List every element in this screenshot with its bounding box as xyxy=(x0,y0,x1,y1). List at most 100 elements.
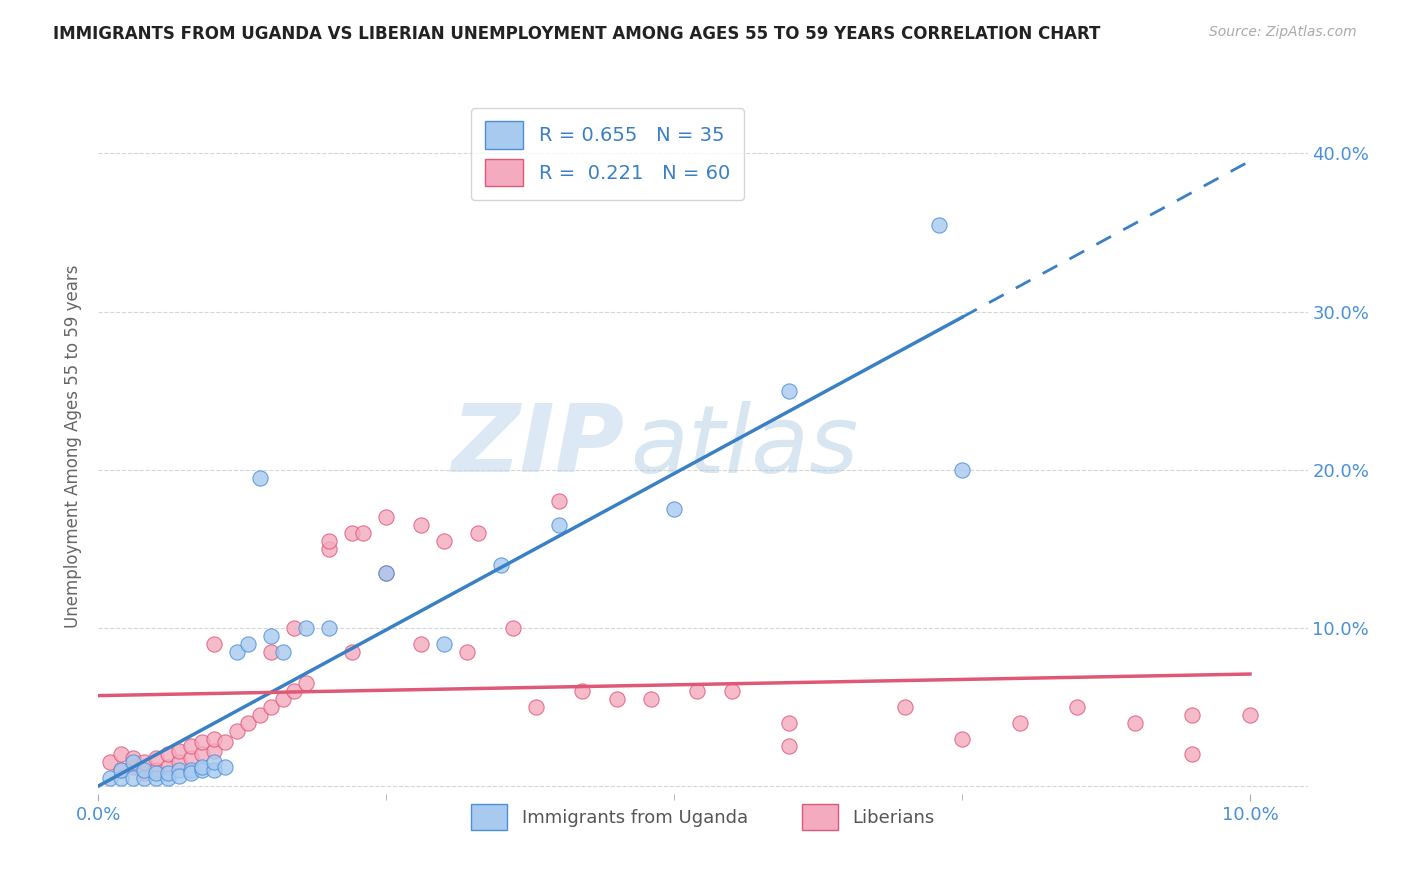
Point xyxy=(156,760,179,774)
Point xyxy=(122,771,145,785)
Point xyxy=(156,771,179,785)
Point xyxy=(456,644,478,658)
Point xyxy=(167,744,190,758)
Point xyxy=(318,533,340,548)
Point xyxy=(271,644,294,658)
Point xyxy=(122,760,145,774)
Point xyxy=(191,747,214,762)
Point xyxy=(145,750,167,764)
Point xyxy=(110,771,132,785)
Point xyxy=(110,747,132,762)
Point xyxy=(524,699,547,714)
Point xyxy=(1123,715,1146,730)
Point xyxy=(122,756,145,770)
Point xyxy=(467,525,489,540)
Point xyxy=(352,525,374,540)
Point xyxy=(249,707,271,722)
Point xyxy=(1181,707,1204,722)
Point xyxy=(271,692,294,706)
Point xyxy=(1008,715,1031,730)
Point xyxy=(260,699,283,714)
Point xyxy=(375,566,398,580)
Point xyxy=(340,644,363,658)
Point xyxy=(664,502,686,516)
Point xyxy=(502,621,524,635)
Point xyxy=(214,735,236,749)
Text: Source: ZipAtlas.com: Source: ZipAtlas.com xyxy=(1209,25,1357,39)
Point xyxy=(1239,707,1261,722)
Point xyxy=(110,763,132,777)
Point xyxy=(491,558,513,572)
Point xyxy=(98,771,121,785)
Point xyxy=(134,771,156,785)
Point xyxy=(548,494,571,508)
Point xyxy=(283,621,305,635)
Point xyxy=(571,684,593,698)
Point xyxy=(340,525,363,540)
Point xyxy=(122,750,145,764)
Point xyxy=(778,739,800,754)
Point xyxy=(318,621,340,635)
Legend: Immigrants from Uganda, Liberians: Immigrants from Uganda, Liberians xyxy=(464,797,942,837)
Point xyxy=(214,760,236,774)
Y-axis label: Unemployment Among Ages 55 to 59 years: Unemployment Among Ages 55 to 59 years xyxy=(63,264,82,628)
Point xyxy=(191,735,214,749)
Point xyxy=(236,715,259,730)
Point xyxy=(225,644,247,658)
Point xyxy=(548,518,571,533)
Point xyxy=(1181,747,1204,762)
Point xyxy=(202,756,225,770)
Point xyxy=(202,744,225,758)
Point xyxy=(928,218,950,232)
Point xyxy=(156,766,179,780)
Point xyxy=(1066,699,1088,714)
Point xyxy=(145,766,167,780)
Point xyxy=(893,699,915,714)
Point xyxy=(202,763,225,777)
Point xyxy=(134,766,156,780)
Point xyxy=(110,763,132,777)
Point xyxy=(156,747,179,762)
Point xyxy=(134,756,156,770)
Point xyxy=(640,692,662,706)
Point xyxy=(606,692,628,706)
Point xyxy=(318,541,340,556)
Point xyxy=(236,637,259,651)
Point xyxy=(433,533,456,548)
Point xyxy=(98,756,121,770)
Point xyxy=(283,684,305,698)
Point xyxy=(375,510,398,524)
Point xyxy=(191,763,214,777)
Point xyxy=(167,769,190,784)
Point xyxy=(202,637,225,651)
Text: atlas: atlas xyxy=(630,401,859,491)
Text: ZIP: ZIP xyxy=(451,400,624,492)
Point xyxy=(294,621,316,635)
Point xyxy=(375,566,398,580)
Point xyxy=(260,629,283,643)
Point xyxy=(145,763,167,777)
Point xyxy=(409,518,432,533)
Point xyxy=(180,739,202,754)
Point xyxy=(778,715,800,730)
Point xyxy=(191,760,214,774)
Point xyxy=(950,463,973,477)
Point xyxy=(409,637,432,651)
Point xyxy=(180,763,202,777)
Point xyxy=(167,756,190,770)
Point xyxy=(950,731,973,746)
Point xyxy=(145,771,167,785)
Point xyxy=(180,750,202,764)
Text: IMMIGRANTS FROM UGANDA VS LIBERIAN UNEMPLOYMENT AMONG AGES 55 TO 59 YEARS CORREL: IMMIGRANTS FROM UGANDA VS LIBERIAN UNEMP… xyxy=(53,25,1101,43)
Point xyxy=(778,384,800,398)
Point xyxy=(294,676,316,690)
Point xyxy=(202,731,225,746)
Point xyxy=(180,766,202,780)
Point xyxy=(433,637,456,651)
Point xyxy=(134,763,156,777)
Point xyxy=(720,684,742,698)
Point xyxy=(686,684,709,698)
Point xyxy=(225,723,247,738)
Point xyxy=(249,470,271,484)
Point xyxy=(260,644,283,658)
